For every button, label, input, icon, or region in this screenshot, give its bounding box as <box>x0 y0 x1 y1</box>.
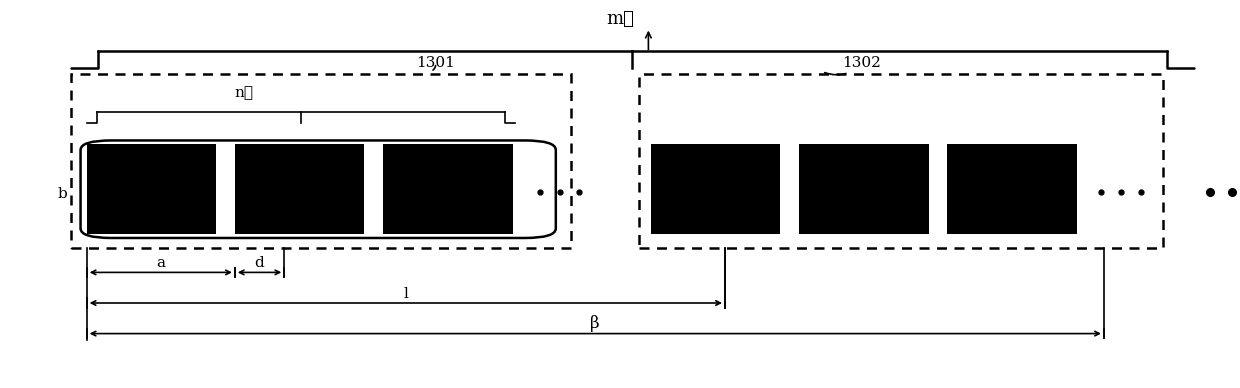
Bar <box>799 144 929 234</box>
Text: n个: n个 <box>234 86 253 100</box>
Bar <box>234 144 365 234</box>
Text: 1301: 1301 <box>417 56 455 70</box>
Bar <box>87 144 216 234</box>
Text: l: l <box>403 287 408 301</box>
Bar <box>71 74 570 248</box>
Text: 1302: 1302 <box>825 56 882 75</box>
Text: m个: m个 <box>606 10 634 28</box>
Text: b: b <box>57 187 67 201</box>
Bar <box>947 144 1076 234</box>
Bar <box>651 144 780 234</box>
Bar <box>383 144 512 234</box>
FancyBboxPatch shape <box>81 140 556 238</box>
Text: β: β <box>590 315 600 332</box>
Text: d: d <box>254 256 264 270</box>
Bar <box>639 74 1163 248</box>
Text: a: a <box>156 256 165 270</box>
